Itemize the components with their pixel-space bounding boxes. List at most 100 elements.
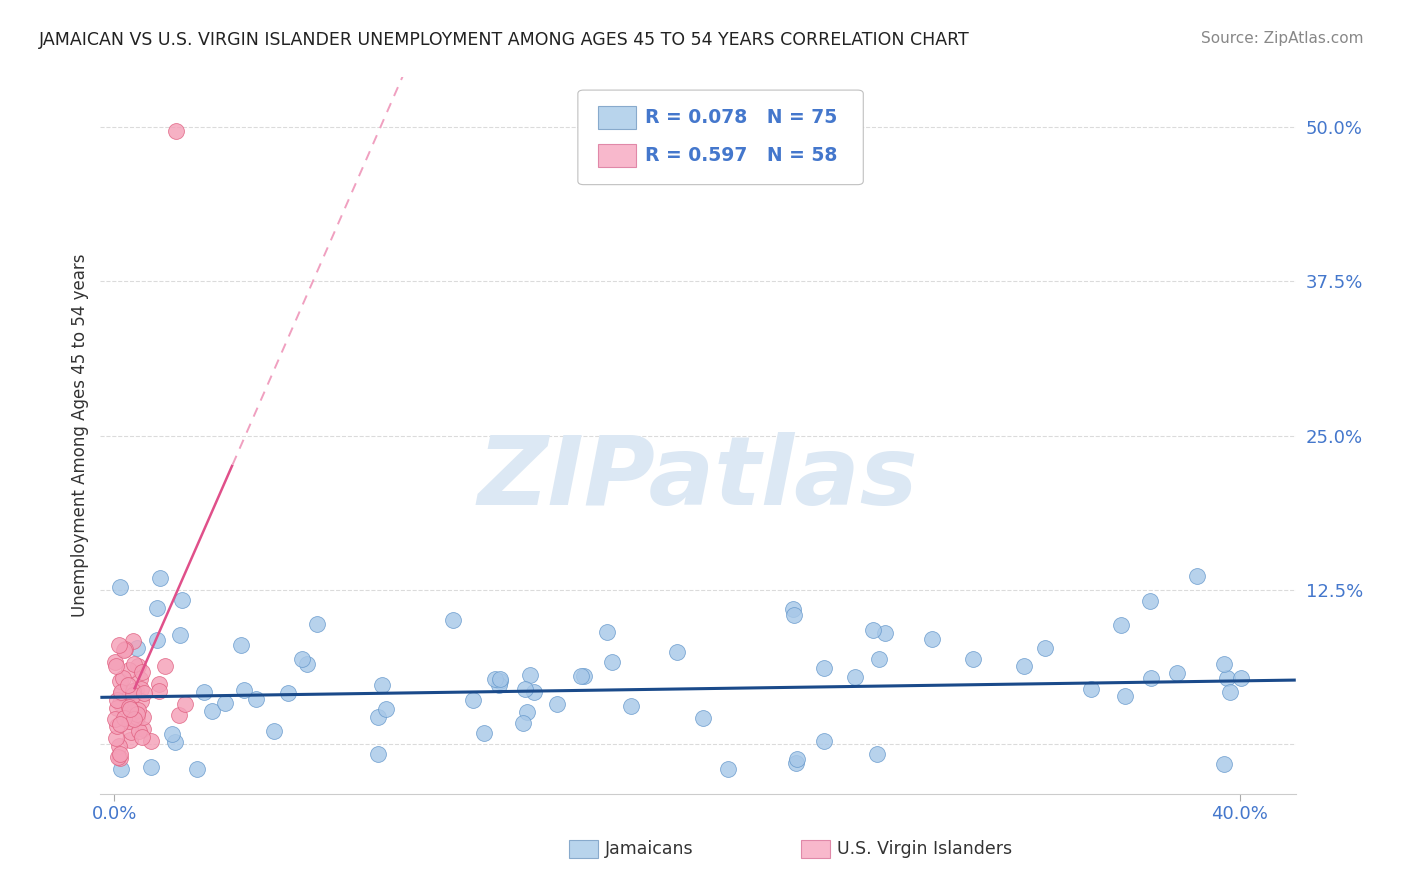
Point <box>463 693 485 707</box>
Point <box>921 632 943 646</box>
Point <box>124 705 146 719</box>
Point <box>104 731 127 745</box>
Point <box>172 592 194 607</box>
Point <box>1213 657 1236 671</box>
Point <box>110 685 132 699</box>
Point <box>108 739 131 754</box>
Point <box>1140 671 1163 685</box>
Point <box>1014 659 1036 673</box>
Point <box>145 600 167 615</box>
Point <box>600 655 623 669</box>
Point <box>132 686 155 700</box>
Point <box>105 719 128 733</box>
Point <box>367 710 389 724</box>
Point <box>118 714 141 729</box>
Point <box>120 724 142 739</box>
Point <box>1230 671 1253 685</box>
Point <box>165 123 187 137</box>
Point <box>104 712 127 726</box>
Point <box>105 701 128 715</box>
Point <box>291 652 314 666</box>
Point <box>108 696 131 710</box>
Point <box>127 658 149 673</box>
Point <box>117 678 139 692</box>
Point <box>785 756 807 771</box>
Point <box>122 657 145 671</box>
Point <box>844 670 866 684</box>
Point <box>148 683 170 698</box>
Point <box>875 626 897 640</box>
Point <box>169 628 191 642</box>
Point <box>1109 618 1132 632</box>
Point <box>129 681 152 696</box>
Point <box>108 747 131 761</box>
Point <box>1213 757 1236 772</box>
Point <box>233 683 256 698</box>
Text: Source: ZipAtlas.com: Source: ZipAtlas.com <box>1201 31 1364 46</box>
Point <box>169 707 191 722</box>
Point <box>125 682 148 697</box>
Point <box>1185 568 1208 582</box>
Point <box>128 723 150 738</box>
Point <box>104 655 127 669</box>
Point <box>441 613 464 627</box>
Text: ZIPatlas: ZIPatlas <box>478 432 918 525</box>
Point <box>666 645 689 659</box>
Point <box>813 734 835 748</box>
Point <box>371 678 394 692</box>
Point <box>141 760 163 774</box>
Point <box>114 641 136 656</box>
Point <box>120 732 142 747</box>
Point <box>374 702 396 716</box>
Point <box>295 657 318 672</box>
Point <box>1166 666 1188 681</box>
Point <box>127 703 149 717</box>
Text: U.S. Virgin Islanders: U.S. Virgin Islanders <box>837 840 1012 858</box>
Point <box>782 602 804 616</box>
Point <box>131 731 153 745</box>
Point <box>110 580 132 594</box>
Point <box>145 633 167 648</box>
Point <box>1216 672 1239 686</box>
Point <box>127 707 149 722</box>
Point <box>516 705 538 719</box>
Point <box>110 762 132 776</box>
Point <box>120 701 142 715</box>
Point <box>862 623 884 637</box>
Point <box>122 712 145 726</box>
Point <box>108 673 131 688</box>
Point <box>512 715 534 730</box>
Point <box>472 726 495 740</box>
Point <box>118 700 141 714</box>
Point <box>868 651 890 665</box>
Point <box>111 671 134 685</box>
Point <box>596 625 619 640</box>
Point <box>569 669 592 683</box>
Point <box>245 692 267 706</box>
Point <box>118 702 141 716</box>
Point <box>523 685 546 699</box>
Point <box>305 617 328 632</box>
Point <box>149 571 172 585</box>
Point <box>1114 689 1136 703</box>
Point <box>160 727 183 741</box>
Point <box>488 678 510 692</box>
Text: JAMAICAN VS U.S. VIRGIN ISLANDER UNEMPLOYMENT AMONG AGES 45 TO 54 YEARS CORRELAT: JAMAICAN VS U.S. VIRGIN ISLANDER UNEMPLO… <box>39 31 970 49</box>
Point <box>107 750 129 764</box>
Point <box>122 633 145 648</box>
Point <box>201 704 224 718</box>
Point <box>263 724 285 739</box>
Point <box>1219 685 1241 699</box>
Point <box>131 710 153 724</box>
Point <box>121 688 143 702</box>
Point <box>277 685 299 699</box>
Point <box>786 752 808 766</box>
Point <box>513 682 536 697</box>
Point <box>1033 640 1056 655</box>
Point <box>108 716 131 731</box>
Point <box>125 641 148 656</box>
Point <box>546 697 568 711</box>
Point <box>122 684 145 698</box>
Point <box>186 762 208 776</box>
Point <box>110 686 132 700</box>
